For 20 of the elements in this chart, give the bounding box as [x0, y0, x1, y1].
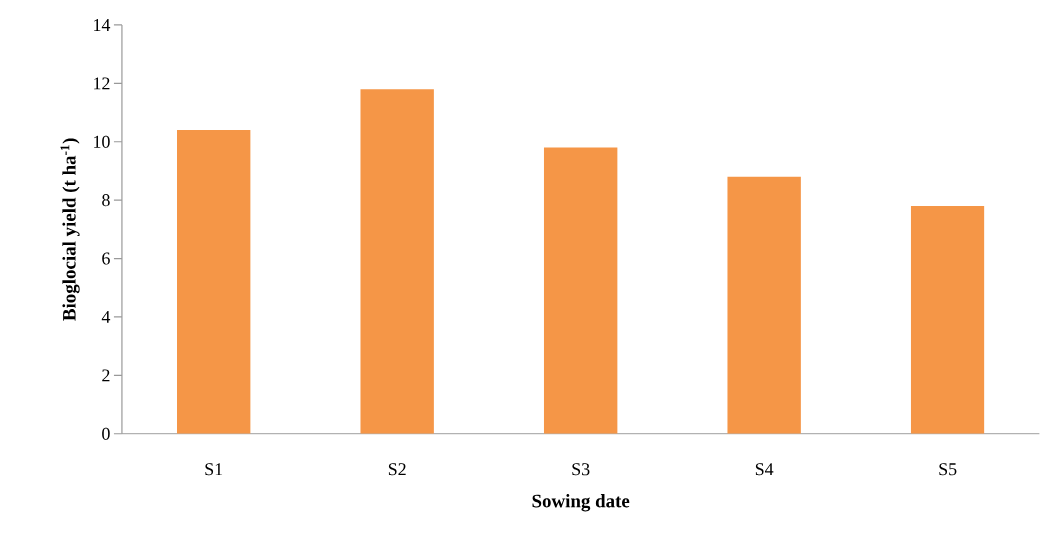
- y-tick-label: 12: [94, 77, 110, 90]
- bar: [176, 130, 251, 434]
- x-axis-title: Sowing date: [532, 494, 630, 512]
- x-tick-label: S2: [388, 463, 406, 476]
- x-tick-label: S4: [755, 463, 774, 476]
- x-tick-label: S3: [572, 463, 590, 476]
- y-tick-label: 14: [94, 19, 111, 32]
- y-tick-label: 4: [101, 311, 111, 323]
- bar: [360, 89, 434, 434]
- y-axis-title: Bioglocial yield (t ha$^{-1}$): [60, 138, 80, 321]
- y-tick-label: 0: [102, 427, 110, 440]
- y-tick-label: 2: [102, 369, 110, 382]
- bar: [910, 206, 985, 434]
- x-tick-label: S5: [939, 463, 957, 476]
- y-tick-label: 10: [94, 135, 110, 148]
- y-tick-label: 6: [102, 252, 110, 265]
- bar: [727, 176, 801, 434]
- x-tick-label: S1: [205, 463, 223, 476]
- y-tick-label: 8: [102, 194, 110, 207]
- bar: [543, 147, 618, 434]
